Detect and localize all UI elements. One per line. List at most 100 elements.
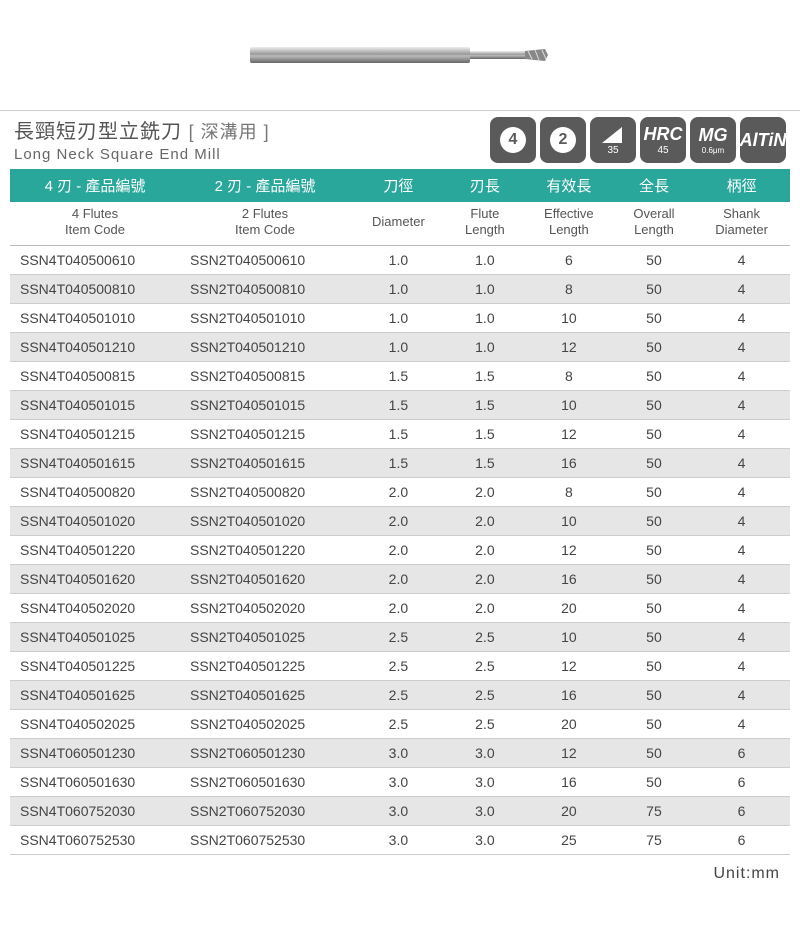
spec-cell: 1.5 bbox=[350, 391, 447, 420]
item-code-cell: SSN2T040501225 bbox=[180, 652, 350, 681]
spec-cell: 1.5 bbox=[447, 449, 523, 478]
spec-cell: 50 bbox=[615, 594, 693, 623]
col-header-zh: 柄徑 bbox=[693, 169, 790, 202]
title-section: 長頸短刃型立銑刀 [ 深溝用 ] Long Neck Square End Mi… bbox=[0, 110, 800, 169]
badges-row: 4235HRC45MG0.6μmAlTiN bbox=[490, 117, 786, 163]
table-row: SSN4T040501220SSN2T0405012202.02.012504 bbox=[10, 536, 790, 565]
item-code-cell: SSN2T040502020 bbox=[180, 594, 350, 623]
spec-cell: 50 bbox=[615, 304, 693, 333]
table-row: SSN4T040501225SSN2T0405012252.52.512504 bbox=[10, 652, 790, 681]
table-row: SSN4T040500610SSN2T0405006101.01.06504 bbox=[10, 246, 790, 275]
col-header-en: Diameter bbox=[350, 202, 447, 246]
spec-cell: 12 bbox=[523, 333, 615, 362]
item-code-cell: SSN2T060752030 bbox=[180, 797, 350, 826]
spec-cell: 8 bbox=[523, 362, 615, 391]
table-row: SSN4T040501010SSN2T0405010101.01.010504 bbox=[10, 304, 790, 333]
spec-cell: 10 bbox=[523, 304, 615, 333]
item-code-cell: SSN4T060501630 bbox=[10, 768, 180, 797]
item-code-cell: SSN4T040501025 bbox=[10, 623, 180, 652]
spec-cell: 4 bbox=[693, 246, 790, 275]
item-code-cell: SSN4T040500815 bbox=[10, 362, 180, 391]
spec-cell: 12 bbox=[523, 536, 615, 565]
spec-cell: 1.0 bbox=[447, 304, 523, 333]
spec-cell: 2.0 bbox=[350, 594, 447, 623]
item-code-cell: SSN4T040502020 bbox=[10, 594, 180, 623]
table-row: SSN4T040500815SSN2T0405008151.51.58504 bbox=[10, 362, 790, 391]
item-code-cell: SSN4T060501230 bbox=[10, 739, 180, 768]
title-en: Long Neck Square End Mill bbox=[14, 146, 490, 163]
spec-cell: 1.5 bbox=[350, 362, 447, 391]
col-header-zh: 4 刃 - 產品編號 bbox=[10, 169, 180, 202]
badge-circle-value: 4 bbox=[500, 127, 526, 153]
spec-cell: 4 bbox=[693, 333, 790, 362]
col-header-en: FluteLength bbox=[447, 202, 523, 246]
spec-cell: 16 bbox=[523, 768, 615, 797]
item-code-cell: SSN2T040501025 bbox=[180, 623, 350, 652]
spec-cell: 75 bbox=[615, 797, 693, 826]
spec-cell: 12 bbox=[523, 420, 615, 449]
table-row: SSN4T040501215SSN2T0405012151.51.512504 bbox=[10, 420, 790, 449]
col-header-en: 2 FlutesItem Code bbox=[180, 202, 350, 246]
spec-cell: 50 bbox=[615, 391, 693, 420]
item-code-cell: SSN2T040500810 bbox=[180, 275, 350, 304]
spec-cell: 6 bbox=[693, 768, 790, 797]
item-code-cell: SSN2T040501210 bbox=[180, 333, 350, 362]
badge-top: AlTiN bbox=[740, 130, 787, 151]
spec-cell: 2.5 bbox=[350, 623, 447, 652]
spec-cell: 50 bbox=[615, 768, 693, 797]
spec-cell: 4 bbox=[693, 594, 790, 623]
spec-cell: 20 bbox=[523, 710, 615, 739]
spec-cell: 50 bbox=[615, 710, 693, 739]
spec-cell: 50 bbox=[615, 275, 693, 304]
spec-cell: 12 bbox=[523, 739, 615, 768]
item-code-cell: SSN4T060752030 bbox=[10, 797, 180, 826]
col-header-zh: 刀徑 bbox=[350, 169, 447, 202]
item-code-cell: SSN4T040500610 bbox=[10, 246, 180, 275]
spec-cell: 4 bbox=[693, 536, 790, 565]
col-header-zh: 全長 bbox=[615, 169, 693, 202]
spec-cell: 2.5 bbox=[447, 710, 523, 739]
spec-cell: 1.5 bbox=[447, 391, 523, 420]
item-code-cell: SSN2T040501220 bbox=[180, 536, 350, 565]
spec-cell: 2.0 bbox=[350, 478, 447, 507]
spec-cell: 2.5 bbox=[350, 681, 447, 710]
item-code-cell: SSN4T040501220 bbox=[10, 536, 180, 565]
item-code-cell: SSN4T040501210 bbox=[10, 333, 180, 362]
item-code-cell: SSN2T060501630 bbox=[180, 768, 350, 797]
item-code-cell: SSN4T040501020 bbox=[10, 507, 180, 536]
item-code-cell: SSN2T040501010 bbox=[180, 304, 350, 333]
spec-cell: 50 bbox=[615, 333, 693, 362]
table-row: SSN4T060752030SSN2T0607520303.03.020756 bbox=[10, 797, 790, 826]
spec-cell: 50 bbox=[615, 536, 693, 565]
spec-cell: 50 bbox=[615, 246, 693, 275]
table-row: SSN4T040502020SSN2T0405020202.02.020504 bbox=[10, 594, 790, 623]
col-header-en: OverallLength bbox=[615, 202, 693, 246]
table-row: SSN4T040500810SSN2T0405008101.01.08504 bbox=[10, 275, 790, 304]
spec-cell: 3.0 bbox=[350, 739, 447, 768]
spec-cell: 50 bbox=[615, 623, 693, 652]
spec-badge: AlTiN bbox=[740, 117, 786, 163]
spec-badge: 4 bbox=[490, 117, 536, 163]
spec-cell: 50 bbox=[615, 449, 693, 478]
item-code-cell: SSN4T040501015 bbox=[10, 391, 180, 420]
badge-bottom: 0.6μm bbox=[702, 146, 724, 155]
spec-cell: 10 bbox=[523, 507, 615, 536]
col-header-zh: 2 刃 - 產品編號 bbox=[180, 169, 350, 202]
spec-cell: 4 bbox=[693, 681, 790, 710]
badge-circle-value: 2 bbox=[550, 127, 576, 153]
spec-cell: 1.0 bbox=[447, 246, 523, 275]
spec-table: 4 刃 - 產品編號2 刃 - 產品編號刀徑刃長有效長全長柄徑 4 Flutes… bbox=[10, 169, 790, 855]
spec-cell: 1.5 bbox=[447, 420, 523, 449]
item-code-cell: SSN2T040501020 bbox=[180, 507, 350, 536]
col-header-en: 4 FlutesItem Code bbox=[10, 202, 180, 246]
spec-cell: 2.0 bbox=[447, 478, 523, 507]
spec-cell: 2.0 bbox=[350, 536, 447, 565]
badge-top: MG bbox=[699, 125, 728, 146]
table-row: SSN4T060501630SSN2T0605016303.03.016506 bbox=[10, 768, 790, 797]
col-header-zh: 刃長 bbox=[447, 169, 523, 202]
spec-badge: HRC45 bbox=[640, 117, 686, 163]
spec-cell: 16 bbox=[523, 681, 615, 710]
spec-cell: 1.5 bbox=[350, 449, 447, 478]
spec-cell: 2.0 bbox=[447, 536, 523, 565]
item-code-cell: SSN4T040501010 bbox=[10, 304, 180, 333]
